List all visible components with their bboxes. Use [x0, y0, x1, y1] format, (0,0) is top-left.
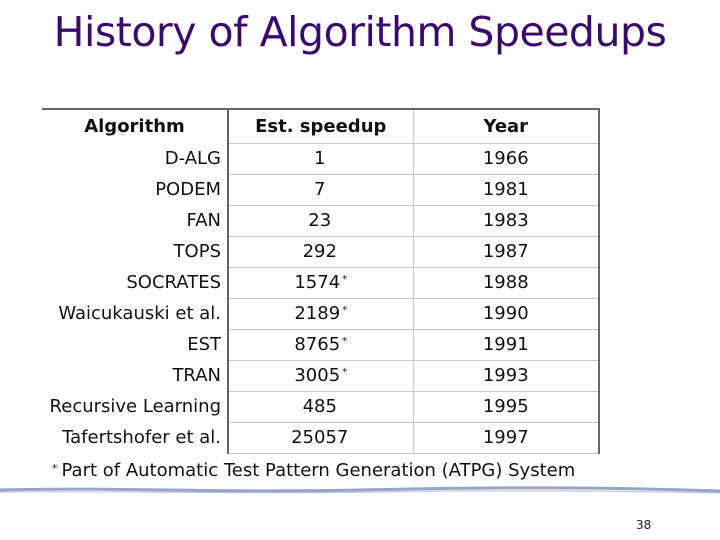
algorithm-cell: SOCRATES [126, 272, 221, 293]
header-speedup: Est. speedup [227, 108, 413, 144]
year-cell: 1997 [412, 421, 600, 454]
year-cell: 1981 [412, 173, 600, 206]
footnote-text: Part of Automatic Test Pattern Generatio… [61, 460, 576, 481]
speedup-cell: 8765 * [227, 328, 413, 361]
algorithm-cell: D-ALG [164, 148, 221, 169]
algorithm-cell: Tafertshofer et al. [62, 427, 221, 448]
year-cell: 1993 [412, 359, 600, 392]
year-cell: 1988 [412, 266, 600, 299]
table-header-row: Algorithm Est. speedup Year [42, 108, 600, 144]
header-year: Year [412, 108, 600, 144]
speedup-value: 25057 [291, 427, 349, 448]
table-row: FAN 23 1983 [42, 204, 600, 237]
table-row: TRAN 3005 * 1993 [42, 359, 600, 392]
table-row: PODEM 7 1981 [42, 173, 600, 206]
algorithm-cell: FAN [186, 210, 221, 231]
speedup-cell: 23 [227, 204, 413, 237]
table-row: D-ALG 1 1966 [42, 142, 600, 175]
footnote-asterisk: * [52, 462, 58, 475]
speedup-cell: 485 [227, 390, 413, 423]
table-row: Recursive Learning 485 1995 [42, 390, 600, 423]
footnote-mark: * [342, 336, 348, 347]
footnote-mark: * [342, 305, 348, 316]
algorithm-cell: TRAN [172, 365, 221, 386]
speedup-value: 7 [314, 179, 326, 200]
speedup-cell: 7 [227, 173, 413, 206]
decorative-rule [0, 486, 720, 494]
speedup-cell: 1 [227, 142, 413, 175]
speedup-cell: 2189 * [227, 297, 413, 330]
year-cell: 1995 [412, 390, 600, 423]
page-number: 38 [636, 518, 652, 532]
speedup-value: 2189 [294, 303, 341, 324]
year-cell: 1990 [412, 297, 600, 330]
speedup-value: 1574 [294, 272, 341, 293]
footnote-mark: * [342, 274, 348, 285]
footnote-mark: * [342, 367, 348, 378]
year-cell: 1987 [412, 235, 600, 268]
year-cell: 1966 [412, 142, 600, 175]
table-row: EST 8765 * 1991 [42, 328, 600, 361]
slide-title: History of Algorithm Speedups [53, 8, 667, 56]
speedup-value: 1 [314, 148, 326, 169]
speedup-table: Algorithm Est. speedup Year D-ALG 1 1966… [42, 108, 600, 454]
year-cell: 1991 [412, 328, 600, 361]
algorithm-cell: Waicukauski et al. [58, 303, 221, 324]
speedup-value: 8765 [294, 334, 341, 355]
table-row: SOCRATES 1574 * 1988 [42, 266, 600, 299]
year-cell: 1983 [412, 204, 600, 237]
table-row: Tafertshofer et al. 25057 1997 [42, 421, 600, 454]
speedup-cell: 25057 [227, 421, 413, 454]
footnote: * Part of Automatic Test Pattern Generati… [52, 460, 575, 481]
speedup-value: 3005 [294, 365, 341, 386]
speedup-value: 292 [302, 241, 337, 262]
speedup-value: 23 [308, 210, 332, 231]
algorithm-cell: Recursive Learning [49, 396, 221, 417]
speedup-cell: 1574 * [227, 266, 413, 299]
algorithm-cell: PODEM [155, 179, 221, 200]
speedup-cell: 3005 * [227, 359, 413, 392]
table-row: TOPS 292 1987 [42, 235, 600, 268]
header-algorithm: Algorithm [42, 108, 228, 143]
table-row: Waicukauski et al. 2189 * 1990 [42, 297, 600, 330]
speedup-value: 485 [302, 396, 337, 417]
algorithm-cell: TOPS [173, 241, 221, 262]
algorithm-cell: EST [187, 334, 221, 355]
speedup-cell: 292 [227, 235, 413, 268]
